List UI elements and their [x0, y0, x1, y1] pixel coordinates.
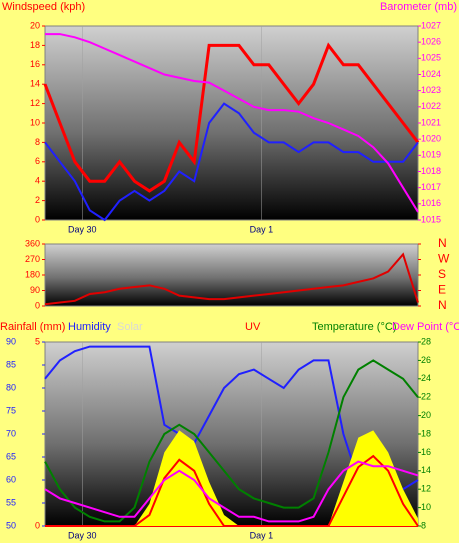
y2-axis-title: Barometer (mb)	[380, 1, 457, 13]
tick-label: 24	[421, 373, 431, 383]
tick-label: 16	[421, 447, 431, 457]
x-tick-label: Day 1	[250, 530, 274, 540]
tick-label: 360	[25, 238, 40, 248]
tick-label: 14	[421, 465, 431, 475]
tick-label: 90	[30, 285, 40, 295]
tick-label: 22	[421, 392, 431, 402]
tick-label: E	[438, 283, 446, 297]
tick-label: 0	[35, 300, 40, 310]
tick-label: 12	[421, 484, 431, 494]
tick-label: 270	[25, 254, 40, 264]
tick-label: 1022	[421, 101, 441, 111]
tick-label: 26	[421, 355, 431, 365]
tick-label: 0	[35, 214, 40, 224]
tick-label: 0	[35, 520, 40, 530]
line	[45, 454, 419, 527]
tick-label: 8	[35, 137, 40, 147]
tick-label: W	[438, 252, 450, 266]
x-tick-label: Day 30	[68, 224, 97, 234]
tick-label: 18	[30, 40, 40, 50]
tick-label: 20	[421, 410, 431, 420]
tick-label: N	[438, 236, 447, 250]
tick-label: 1021	[421, 117, 441, 127]
tick-label: 4	[35, 176, 40, 186]
tick-label: 90	[6, 336, 16, 346]
y-axis-title: Windspeed (kph)	[2, 1, 85, 13]
tick-label: 18	[421, 428, 431, 438]
tick-label: 5	[35, 336, 40, 346]
line	[45, 33, 419, 213]
line	[43, 42, 420, 193]
line	[44, 359, 419, 523]
tick-label: 1020	[421, 134, 441, 144]
tick-label: 1017	[421, 182, 441, 192]
tick-label: 1026	[421, 37, 441, 47]
tick-label: 180	[25, 269, 40, 279]
line	[44, 460, 419, 523]
tick-label: 1015	[421, 214, 441, 224]
tick-label: 70	[6, 428, 16, 438]
tick-label: 6	[35, 156, 40, 166]
tick-label: 2	[35, 195, 40, 205]
tick-label: 1019	[421, 150, 441, 160]
legend-label: Temperature (°C)	[312, 321, 396, 333]
x-tick-label: Day 30	[68, 530, 97, 540]
plot-area	[44, 243, 419, 307]
tick-label: 65	[6, 451, 16, 461]
tick-label: 1023	[421, 85, 441, 95]
legend-label: Solar	[117, 321, 143, 333]
tick-label: 85	[6, 359, 16, 369]
legend-label: Rainfall (mm)	[0, 321, 65, 333]
tick-label: 10	[421, 502, 431, 512]
tick-label: 10	[30, 117, 40, 127]
tick-label: 80	[6, 382, 16, 392]
x-tick-label: Day 1	[250, 224, 274, 234]
area	[45, 430, 418, 526]
tick-label: 55	[6, 497, 16, 507]
tick-label: 12	[30, 98, 40, 108]
tick-label: 50	[6, 520, 16, 530]
legend-label: Dew Point (°C)	[392, 321, 459, 333]
tick-label: 1018	[421, 166, 441, 176]
tick-label: 1025	[421, 53, 441, 63]
tick-label: 14	[30, 79, 40, 89]
tick-label: 1016	[421, 198, 441, 208]
tick-label: 1024	[421, 69, 441, 79]
tick-label: 8	[421, 520, 426, 530]
tick-label: 1027	[421, 20, 441, 30]
legend-label: UV	[245, 321, 261, 333]
tick-label: 16	[30, 59, 40, 69]
tick-label: S	[438, 267, 446, 281]
tick-label: 75	[6, 405, 16, 415]
tick-label: 20	[30, 20, 40, 30]
tick-label: 60	[6, 474, 16, 484]
legend-label: Humidity	[68, 321, 111, 333]
line	[44, 252, 419, 306]
line	[44, 102, 419, 222]
tick-label: 28	[421, 336, 431, 346]
plot-area	[44, 25, 419, 221]
tick-label: N	[438, 298, 447, 312]
